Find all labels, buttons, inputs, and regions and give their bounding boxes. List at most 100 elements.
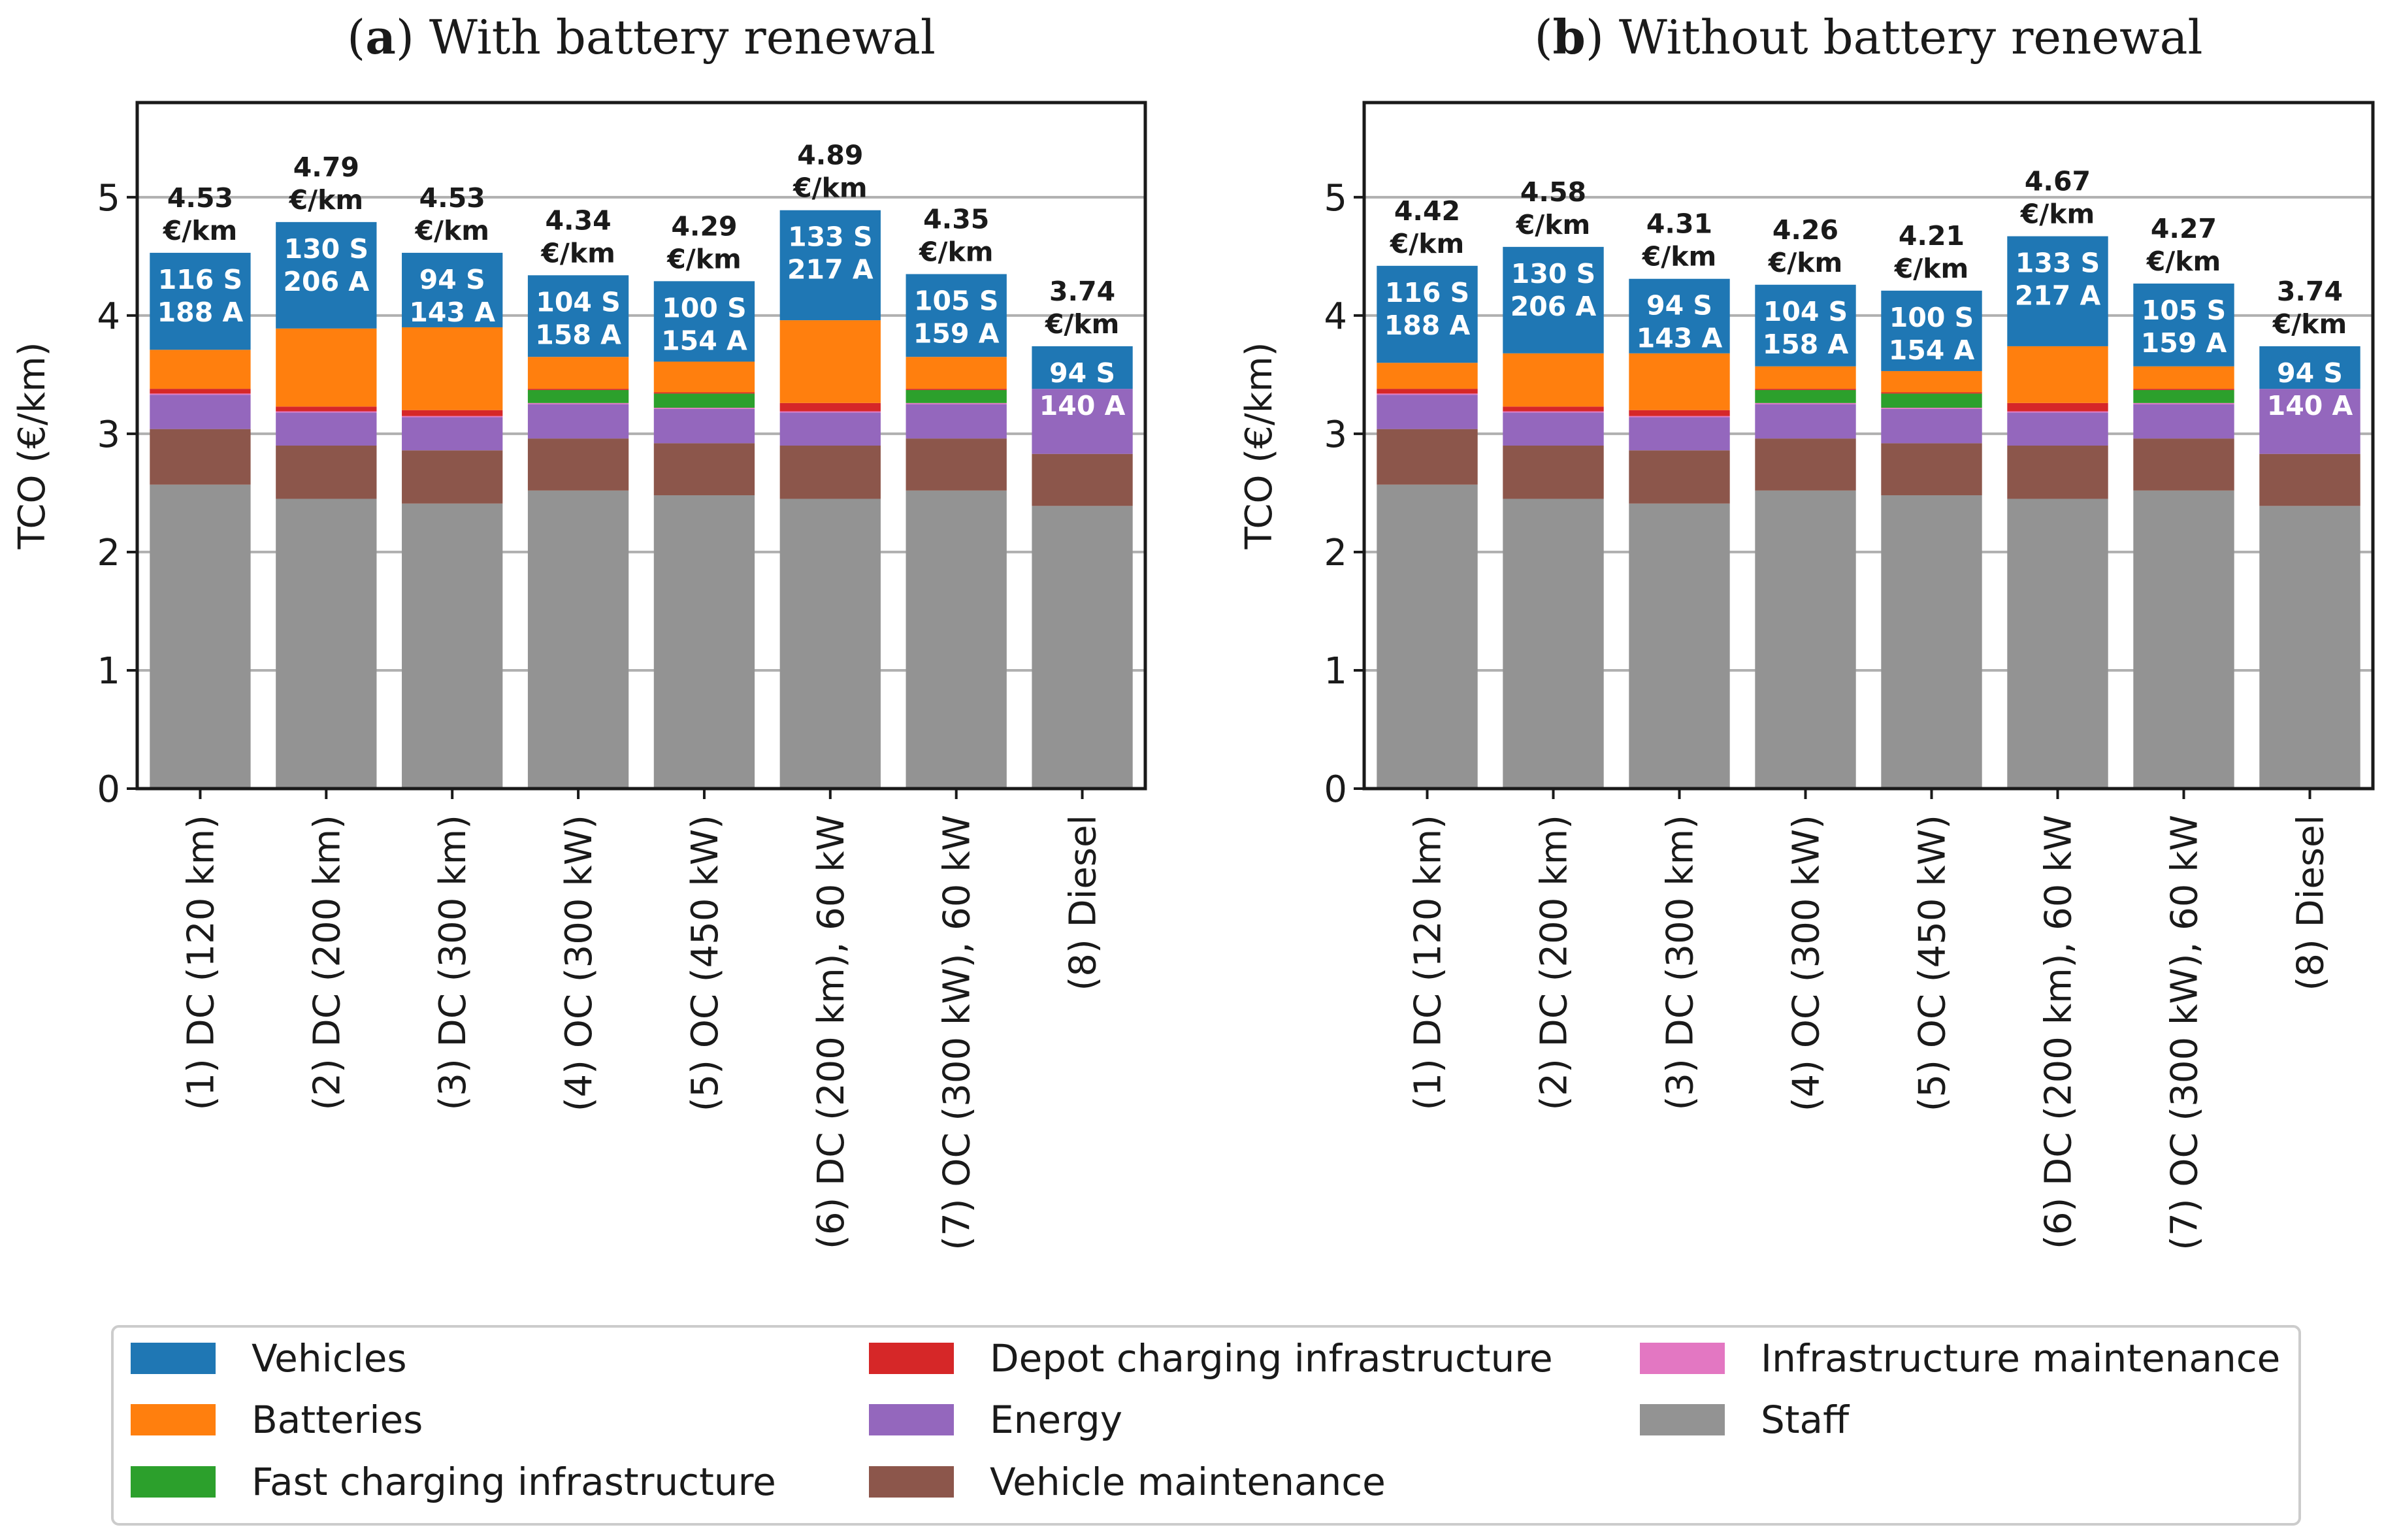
bar-segment-vehicles (1629, 278, 1730, 353)
bar-segment-vehicles (2133, 283, 2234, 367)
fleet-label-articulated: 140 A (2267, 390, 2353, 421)
fleet-label-articulated: 159 A (2141, 327, 2227, 359)
x-tick-label: (5) OC (450 kW) (1912, 815, 1954, 1111)
fleet-label-articulated: 143 A (409, 297, 495, 328)
bar-segment-depot-charging-infrastructure (527, 389, 629, 390)
fleet-label-solo: 100 S (1889, 302, 1974, 333)
fleet-label-solo: 105 S (2142, 295, 2226, 326)
bar-segment-vehicle-maintenance (1032, 453, 1133, 506)
legend-box (111, 1325, 2301, 1526)
fleet-label-solo: 105 S (914, 286, 998, 317)
bar-segment-energy (1377, 395, 1478, 429)
y-tick-label: 5 (97, 177, 120, 220)
bar-segment-depot-charging-infrastructure (653, 392, 755, 394)
y-tick-label: 2 (1324, 532, 1347, 574)
bar-segment-batteries (1881, 370, 1982, 393)
bar-segment-depot-charging-infrastructure (1629, 410, 1730, 416)
bar-segment-vehicle-maintenance (527, 438, 629, 491)
bar-segment-vehicles (779, 210, 881, 321)
fleet-label-articulated: 159 A (913, 318, 1000, 350)
bar-segment-batteries (1377, 363, 1478, 389)
fleet-label-solo: 94 S (1646, 290, 1712, 321)
legend-swatch-energy (869, 1404, 954, 1435)
bar-segment-fast-charging-infrastructure (906, 389, 1007, 403)
bar-segment-energy (2259, 389, 2360, 454)
bar-segment-staff (402, 503, 503, 789)
legend-swatch-staff (1640, 1404, 1725, 1435)
total-unit-label: €/km (414, 215, 489, 246)
bar-segment-staff (276, 499, 377, 789)
bar-segment-vehicles (527, 275, 629, 357)
bar-segment-fast-charging-infrastructure (2133, 389, 2234, 403)
fleet-label-articulated: 143 A (1637, 323, 1723, 354)
bar-segment-batteries (2007, 346, 2108, 403)
bar-segment-energy (150, 395, 251, 429)
bar-segment-energy (779, 412, 881, 446)
plot-frame (135, 101, 1147, 791)
total-label: 4.89 (797, 140, 863, 171)
bar-segment-vehicles (1377, 265, 1478, 363)
bar-segment-fast-charging-infrastructure (1755, 389, 1856, 403)
y-tick-label: 4 (1324, 295, 1347, 338)
x-tick-label: (5) OC (450 kW) (684, 815, 727, 1111)
bar-segment-energy (1032, 389, 1133, 454)
bar-segment-energy (1881, 408, 1982, 444)
bar-segment-infrastructure-maintenance (1881, 408, 1982, 409)
bar-segment-depot-charging-infrastructure (276, 406, 377, 412)
bar-segment-staff (1032, 506, 1133, 789)
bar-segment-depot-charging-infrastructure (2133, 389, 2234, 390)
x-tick-label: (7) OC (300 kW), 60 kW (936, 815, 979, 1251)
y-tick-label: 5 (1324, 177, 1347, 220)
fleet-label-solo: 94 S (1049, 357, 1115, 389)
total-label: 4.58 (1520, 176, 1586, 208)
bar-segment-depot-charging-infrastructure (150, 389, 251, 394)
bar-segment-infrastructure-maintenance (402, 416, 503, 418)
bar-segment-infrastructure-maintenance (527, 402, 629, 404)
x-tick-label: (4) OC (300 kW) (1786, 815, 1828, 1111)
bar-segment-staff (1881, 495, 1982, 789)
bar-segment-batteries (402, 327, 503, 410)
total-label: 3.74 (1049, 276, 1115, 307)
fleet-label-solo: 116 S (158, 264, 242, 295)
bar-segment-infrastructure-maintenance (653, 408, 755, 409)
bar-segment-batteries (150, 350, 251, 389)
bar-segment-infrastructure-maintenance (2007, 411, 2108, 413)
bar-segment-depot-charging-infrastructure (906, 389, 1007, 390)
bar-segment-vehicle-maintenance (1377, 429, 1478, 485)
bar-segment-infrastructure-maintenance (1629, 416, 1730, 418)
bar-segment-batteries (653, 361, 755, 393)
legend-label: Vehicles (252, 1336, 407, 1381)
total-unit-label: €/km (1516, 209, 1591, 240)
x-tick-label: (6) DC (200 km), 60 kW (810, 815, 853, 1249)
total-unit-label: €/km (1390, 228, 1465, 259)
bar-segment-depot-charging-infrastructure (2007, 402, 2108, 412)
total-unit-label: €/km (1768, 247, 1843, 278)
bar-segment-vehicles (150, 252, 251, 350)
bar-segment-vehicle-maintenance (150, 429, 251, 485)
total-unit-label: €/km (2020, 199, 2095, 230)
x-tick-label: (1) DC (120 km) (1407, 815, 1450, 1111)
total-unit-label: €/km (792, 172, 868, 204)
plot-frame (1362, 101, 2375, 791)
bar-segment-vehicle-maintenance (2133, 438, 2234, 491)
legend-label: Staff (1761, 1398, 1850, 1442)
bar-segment-vehicles (1503, 246, 1604, 353)
fleet-label-articulated: 158 A (1763, 329, 1849, 360)
legend-label: Depot charging infrastructure (990, 1336, 1553, 1381)
bar-segment-vehicles (906, 274, 1007, 357)
bar-segment-infrastructure-maintenance (779, 411, 881, 413)
legend-label: Vehicle maintenance (990, 1460, 1386, 1504)
y-tick-label: 1 (97, 650, 120, 693)
legend-label: Infrastructure maintenance (1761, 1336, 2280, 1381)
bar-segment-vehicles (1755, 284, 1856, 367)
bar-segment-staff (1629, 503, 1730, 789)
y-tick-label: 3 (97, 414, 120, 456)
fleet-label-articulated: 154 A (1889, 335, 1975, 366)
fleet-label-articulated: 188 A (1384, 310, 1471, 341)
bar-segment-depot-charging-infrastructure (1755, 389, 1856, 390)
fleet-label-solo: 133 S (788, 221, 872, 253)
bar-segment-energy (2007, 412, 2108, 446)
bar-segment-energy (906, 404, 1007, 439)
total-unit-label: €/km (1894, 253, 1969, 284)
x-tick-label: (3) DC (300 km) (1659, 815, 1702, 1111)
